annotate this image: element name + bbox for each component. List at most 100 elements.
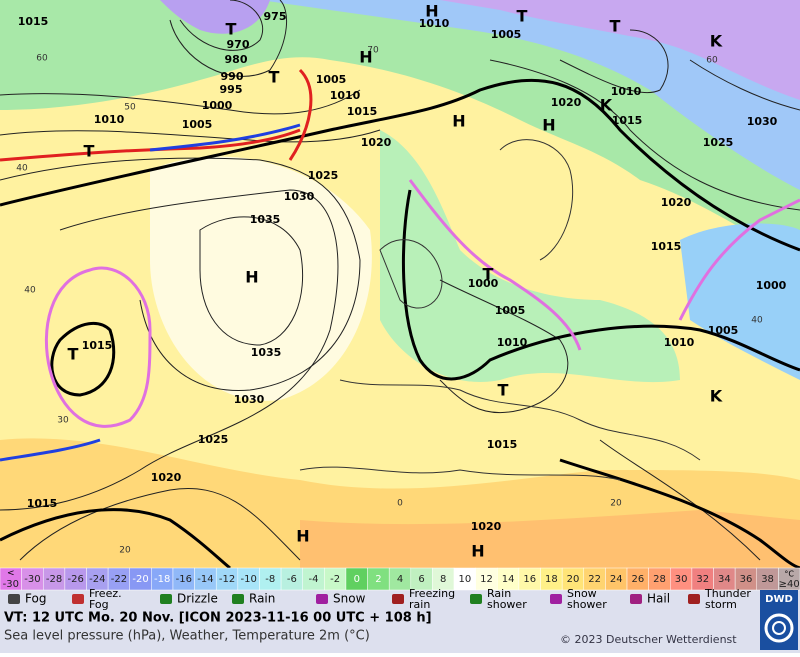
- scale-unit: °C: [784, 570, 794, 579]
- very-cold-zone: [440, 0, 800, 100]
- scale-label: -26: [68, 574, 84, 585]
- isobar-label: 1020: [551, 96, 582, 109]
- high-zone: [150, 156, 372, 401]
- scale-label: 28: [653, 574, 666, 585]
- scale-label: -8: [265, 574, 275, 585]
- isobar-label: 1010: [611, 85, 642, 98]
- isobar-label: 1030: [234, 393, 265, 406]
- east-cold: [680, 223, 800, 380]
- scale-label: -16: [176, 574, 192, 585]
- legend-label: shower: [567, 598, 607, 611]
- isotherm-label: 0: [397, 499, 403, 509]
- scale-label: 32: [696, 574, 709, 585]
- isobar-label: 970: [227, 38, 250, 51]
- logo-text: DWD: [765, 594, 793, 605]
- isobar-label: 1025: [198, 433, 229, 446]
- isobar: [0, 157, 361, 391]
- pressure-system: H: [542, 116, 555, 135]
- hot-zone: [300, 510, 800, 568]
- legend-label: shower: [487, 598, 527, 611]
- scale-label: 36: [740, 574, 753, 585]
- isobar: [559, 29, 669, 94]
- isobar-label: 1015: [651, 240, 682, 253]
- isobar: [0, 89, 361, 115]
- cold-zone: [0, 0, 800, 190]
- pressure-system: H: [471, 542, 484, 561]
- legend-icon: [316, 594, 328, 604]
- pressure-system: T: [68, 345, 79, 364]
- isobar-label: 1010: [664, 336, 695, 349]
- isotherm-label: 40: [751, 316, 763, 326]
- cold-front: [0, 438, 101, 462]
- isobar-bold: [0, 508, 231, 570]
- isobar: [19, 488, 301, 561]
- logo-swirl: [764, 613, 794, 643]
- legend-label: Freezing: [409, 587, 455, 600]
- occluded-front: [44, 266, 152, 428]
- scale-label: 0: [354, 574, 360, 585]
- legend-label: Snow: [567, 587, 597, 600]
- legend-icon: [72, 594, 84, 604]
- scale-label: 14: [502, 574, 515, 585]
- isobar-label: 1025: [703, 136, 734, 149]
- scale-label: 2: [375, 574, 381, 585]
- isotherm-label: 60: [706, 56, 718, 66]
- isobar-label: 1015: [27, 497, 58, 510]
- pressure-system: K: [710, 32, 723, 51]
- isotherm-label: 40: [24, 286, 36, 296]
- isobar-bold: [401, 189, 800, 381]
- isobar-label: 1030: [747, 115, 778, 128]
- valid-time: VT: 12 UTC Mo. 20 Nov. [ICON 2023-11-16 …: [4, 611, 432, 626]
- scale-label: -6: [287, 574, 297, 585]
- pressure-system: H: [359, 48, 372, 67]
- isobar-bold: [559, 458, 800, 570]
- isobar-label: 1005: [316, 73, 347, 86]
- main-isobars: [0, 78, 800, 570]
- legend-label: Thunder: [704, 587, 751, 600]
- pressure-system: T: [269, 68, 280, 87]
- occluded-front: [678, 198, 800, 321]
- scale-label: -30: [3, 579, 19, 590]
- scale-label: -30: [24, 574, 40, 585]
- isobar-label: 975: [264, 10, 287, 23]
- scale-label: 20: [567, 574, 580, 585]
- isotherm-label: 30: [57, 416, 69, 426]
- green-zone: [0, 0, 800, 260]
- scale-label: 34: [718, 574, 731, 585]
- color-scale: -30 -30 -28 -26 -24 -22 -20 -18 -16 -14 -12 -10 -8 -6…: [0, 567, 800, 591]
- scale-label: ≥40: [779, 579, 800, 590]
- isobar-label: 1000: [468, 277, 499, 290]
- copyright: © 2023 Deutscher Wetterdienst: [560, 633, 737, 646]
- isobar-label: 1020: [471, 520, 502, 533]
- scale-label: 6: [418, 574, 424, 585]
- pressure-system: H: [452, 112, 465, 131]
- isobar-label: 1020: [151, 471, 182, 484]
- scale-label: -10: [240, 574, 256, 585]
- isotherm-label: 20: [119, 546, 131, 556]
- scale-label: -28: [46, 574, 62, 585]
- coastlines: [299, 139, 701, 481]
- isobar: [439, 279, 569, 414]
- dwd-logo: DWD: [760, 590, 798, 650]
- isobar-label: 1035: [251, 346, 282, 359]
- pressure-system: H: [296, 527, 309, 546]
- pressure-system: H: [425, 2, 438, 21]
- scale-label: 10: [458, 574, 471, 585]
- legend-label: Drizzle: [177, 592, 218, 606]
- pressure-system: T: [226, 20, 237, 39]
- isobar: [599, 439, 761, 561]
- legend-icon: [470, 594, 482, 604]
- pressure-system: T: [498, 381, 509, 400]
- legend-icon: [550, 594, 562, 604]
- scale-label: 16: [523, 574, 536, 585]
- isobar-label: 1020: [361, 136, 392, 149]
- pressure-system: T: [483, 265, 494, 284]
- legend-label: Rain: [487, 587, 511, 600]
- scale-label: -14: [197, 574, 213, 585]
- legend-label: Rain: [249, 592, 275, 606]
- isobar-label: 1015: [347, 105, 378, 118]
- isobar-label: 995: [220, 83, 243, 96]
- coastline: [499, 139, 574, 261]
